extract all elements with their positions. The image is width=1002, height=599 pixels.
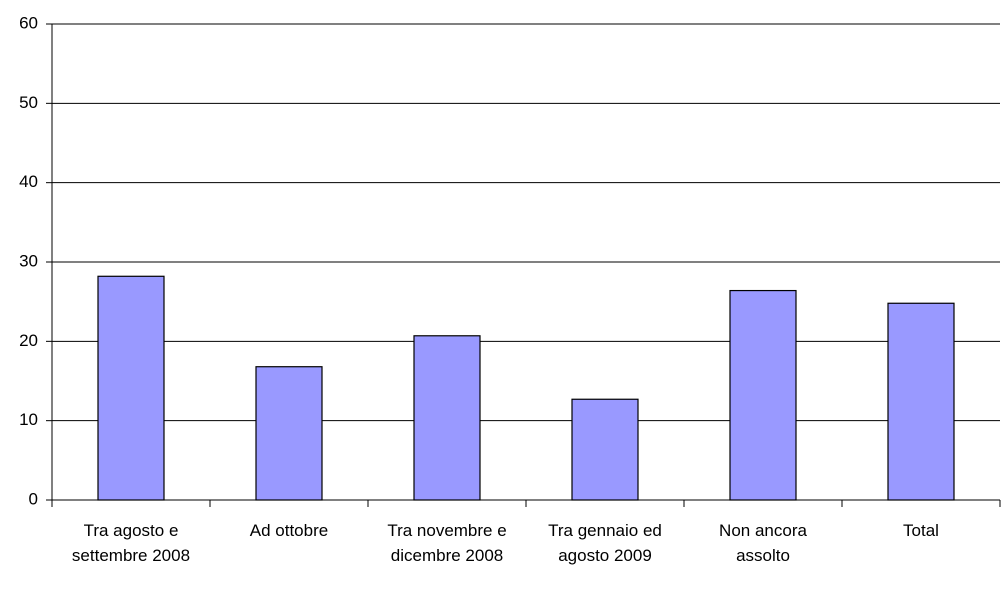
bar <box>571 398 639 501</box>
y-tick-label: 30 <box>19 251 38 270</box>
bar <box>729 289 797 501</box>
y-tick-label: 10 <box>19 410 38 429</box>
x-tick-label: Ad ottobre <box>249 521 329 540</box>
bar <box>413 335 481 501</box>
y-tick-label: 40 <box>19 172 38 191</box>
x-tick-label: Non ancora assolto <box>719 521 807 565</box>
y-tick-label: 50 <box>19 93 38 112</box>
x-tick-label: Tra gennaio ed agosto 2009 <box>548 521 662 565</box>
x-tick-label: Total <box>903 521 939 540</box>
y-tick-label: 20 <box>19 331 38 350</box>
bar <box>887 302 955 501</box>
bar <box>97 275 165 501</box>
x-tick-label: Tra novembre e dicembre 2008 <box>387 521 507 565</box>
y-tick-label: 60 <box>19 13 38 32</box>
x-tick-label: Tra agosto e settembre 2008 <box>71 521 191 565</box>
y-tick-label: 0 <box>29 489 38 508</box>
bar <box>255 366 323 501</box>
